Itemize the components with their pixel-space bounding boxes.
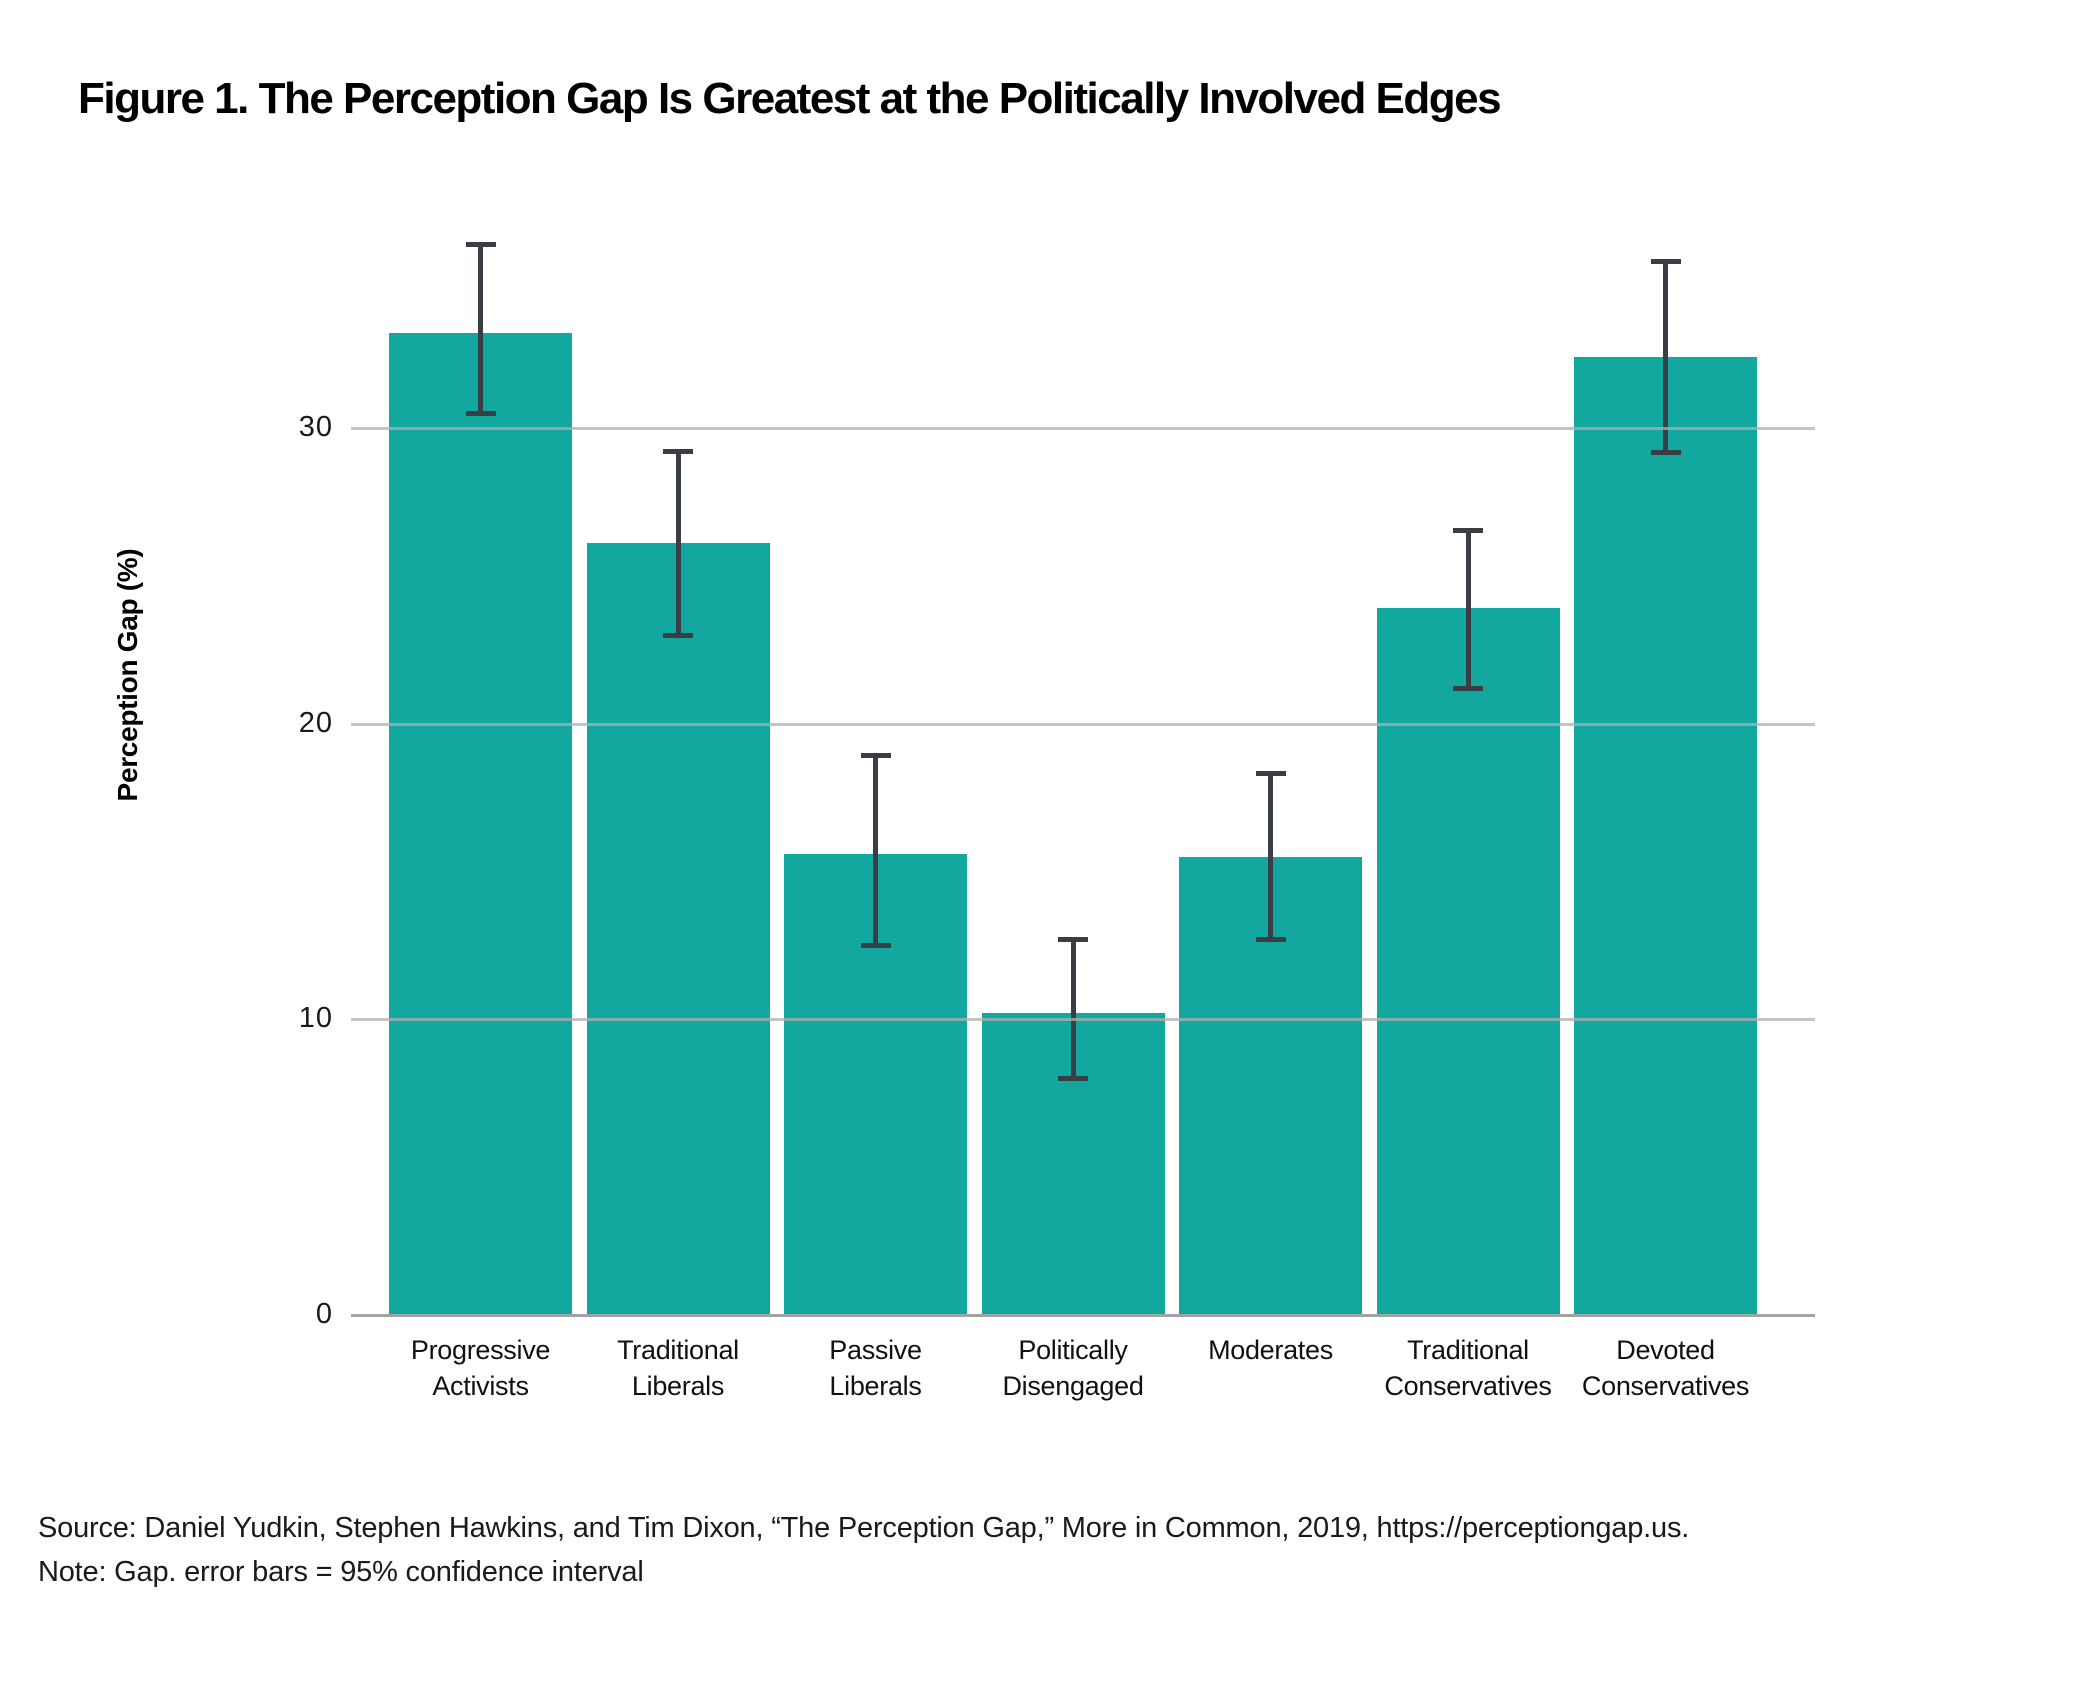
error-cap-top-progressive-activists — [465, 241, 496, 247]
error-cap-top-traditional-conservatives — [1453, 528, 1483, 534]
error-cap-top-traditional-liberals — [663, 448, 693, 454]
x-axis-label-progressive-activists: Progressive Activists — [410, 1335, 551, 1401]
error-bar-moderates — [1268, 770, 1273, 943]
error-cap-top-politically-disengaged — [1058, 936, 1088, 942]
bar-traditional-liberals — [586, 543, 770, 1315]
y-tick-label-10: 10 — [298, 1002, 333, 1035]
error-bar-devoted-conservatives — [1663, 259, 1668, 455]
gridline-10 — [351, 1018, 1815, 1022]
source-text: Source: Daniel Yudkin, Stephen Hawkins, … — [38, 1512, 1690, 1544]
x-axis-label-politically-disengaged: Politically Disengaged — [1002, 1335, 1144, 1401]
gridline-20 — [351, 722, 1815, 726]
figure-title: Figure 1. The Perception Gap Is Greatest… — [78, 74, 1502, 123]
error-cap-bottom-devoted-conservatives — [1650, 449, 1681, 455]
error-cap-bottom-passive-liberals — [860, 943, 891, 949]
error-bar-passive-liberals — [873, 753, 878, 949]
x-axis-label-traditional-conservatives: Traditional Conservatives — [1384, 1335, 1552, 1401]
error-cap-top-devoted-conservatives — [1650, 259, 1681, 265]
y-tick-label-0: 0 — [315, 1298, 333, 1330]
x-axis-label-moderates: Moderates — [1208, 1335, 1333, 1365]
error-bar-traditional-liberals — [675, 448, 681, 638]
error-cap-bottom-traditional-conservatives — [1453, 686, 1483, 692]
x-axis-label-traditional-liberals: Traditional Liberals — [617, 1335, 739, 1401]
error-bar-traditional-conservatives — [1465, 528, 1471, 692]
error-cap-bottom-progressive-activists — [465, 411, 496, 417]
gridline-30 — [351, 426, 1815, 430]
error-cap-bottom-moderates — [1255, 937, 1286, 943]
error-bar-politically-disengaged — [1070, 936, 1076, 1082]
x-axis-baseline — [351, 1314, 1815, 1317]
bar-traditional-conservatives — [1376, 608, 1560, 1315]
error-bar-progressive-activists — [478, 241, 483, 417]
footer: Source: Daniel Yudkin, Stephen Hawkins, … — [38, 1506, 1689, 1594]
note-text: Note: Gap. error bars = 95% confidence i… — [38, 1556, 644, 1588]
y-tick-label-20: 20 — [298, 706, 333, 739]
bar-devoted-conservatives — [1574, 356, 1757, 1315]
x-axis-label-passive-liberals: Passive Liberals — [829, 1335, 922, 1401]
x-axis-label-devoted-conservatives: Devoted Conservatives — [1581, 1335, 1750, 1401]
error-cap-bottom-politically-disengaged — [1058, 1076, 1088, 1082]
error-cap-top-passive-liberals — [860, 753, 891, 759]
y-tick-label-30: 30 — [298, 410, 333, 443]
error-cap-top-moderates — [1255, 770, 1286, 776]
error-cap-bottom-traditional-liberals — [663, 632, 693, 638]
bar-progressive-activists — [389, 333, 572, 1315]
